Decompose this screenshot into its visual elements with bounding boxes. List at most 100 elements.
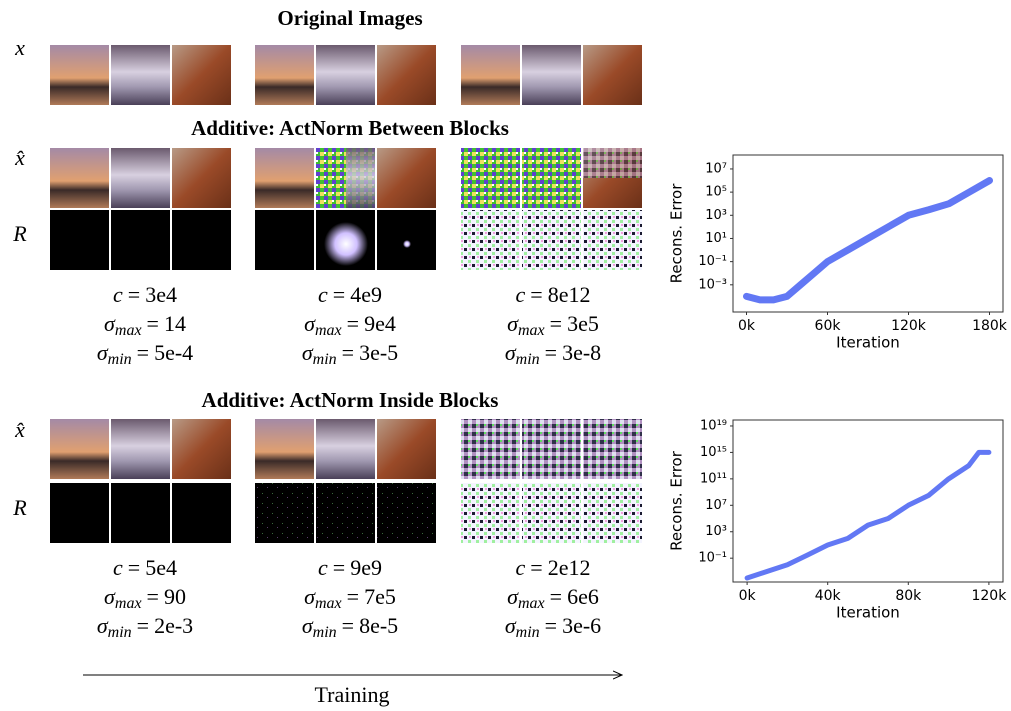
subscript: max [315,595,342,612]
y-tick-label: 10⁷ [705,498,727,513]
subscript: min [108,624,132,641]
y-tick-label: 10³ [705,208,727,223]
thumbnail [522,45,581,105]
thumbnail [255,210,314,270]
x-tick-label: 40k [815,588,842,604]
equals: = [128,282,140,307]
thumbnail [461,419,520,479]
thumbnail [377,45,436,105]
stat-value: 90 [164,584,186,609]
subscript: max [518,595,545,612]
thumbnail [522,210,581,270]
thumbnail [461,45,520,105]
stat-sigma-min: σmin=8e-5 [302,613,398,641]
x-tick-label: 60k [815,318,842,334]
thumbnail [316,483,375,543]
stat-sigma-max: σmax=14 [104,311,186,339]
x-tick-label: 180k [972,318,1008,334]
row-label: R [12,221,27,246]
subscript: max [115,595,142,612]
thumbnail [172,419,231,479]
figure: Training Original ImagesAdditive: ActNor… [0,0,1011,711]
x-tick-label: 0k [739,588,757,604]
stat-c: c=9e9 [318,555,382,580]
thumbnail [111,210,170,270]
stat-value: 8e-5 [359,613,398,638]
stat-c: c=2e12 [516,555,591,580]
stat-value: 2e12 [548,555,591,580]
thumbnail [522,419,581,479]
subscript: max [115,322,142,339]
stat-sigma-min: σmin=3e-6 [505,613,601,641]
subscript: min [313,351,337,368]
x-tick-label: 80k [895,588,922,604]
thumbnail [522,483,581,543]
stat-value: 3e-6 [562,613,601,638]
stat-sigma-max: σmax=7e5 [304,584,396,612]
stat-value: 3e5 [567,311,599,336]
symbol: c [318,282,328,307]
subscript: min [313,624,337,641]
thumbnail [50,210,109,270]
stat-value: 5e-4 [154,340,193,365]
equals: = [347,584,359,609]
stat-sigma-min: σmin=2e-3 [97,613,193,641]
stat-value: 8e12 [548,282,591,307]
row-label: x [14,35,25,60]
data-line [747,181,990,300]
thumbnail-glow [403,240,411,248]
thumbnail [377,210,436,270]
y-tick-label: 10¹⁹ [700,418,727,433]
subscript: min [108,351,132,368]
plot-frame [733,420,1003,582]
equals: = [347,311,359,336]
y-tick-label: 10¹⁵ [700,445,727,460]
thumbnail [255,148,314,208]
thumbnail [461,210,520,270]
equals: = [342,613,354,638]
chart: 10⁻³10⁻¹10¹10³10⁵10⁷0k60k120k180kIterati… [668,155,1008,352]
footer: Training [315,682,390,707]
stat-c: c=8e12 [516,282,591,307]
row-label: R [12,495,27,520]
x-tick-label: 0k [738,318,756,334]
y-tick-label: 10⁻¹ [698,551,727,566]
thumbnail [50,419,109,479]
thumbnail [111,483,170,543]
plot-frame [733,155,1003,312]
y-tick-label: 10³ [705,524,727,539]
y-axis-label: Recons. Error [668,450,686,551]
thumbnail [111,419,170,479]
thumbnail [377,419,436,479]
stat-sigma-min: σmin=5e-4 [97,340,193,368]
symbol: c [516,282,526,307]
y-tick-label: 10⁵ [705,185,727,200]
equals: = [530,282,542,307]
thumbnail [50,45,109,105]
thumbnail [255,45,314,105]
subscript: min [516,351,540,368]
thumbnail [522,148,581,208]
stat-value: 3e4 [145,282,177,307]
thumbnail [461,483,520,543]
thumbnail [583,45,642,105]
thumbnail [111,45,170,105]
stat-value: 3e-8 [562,340,601,365]
page: {"figure": { "titles": ["Original Images… [0,0,1011,711]
symbol: c [318,555,328,580]
stat-value: 9e4 [364,311,396,336]
equals: = [137,340,149,365]
thumbnail-base [346,148,375,208]
subscript: max [518,322,545,339]
y-tick-label: 10⁷ [705,161,727,176]
y-tick-label: 10⁻³ [698,277,727,292]
equals: = [550,584,562,609]
thumbnail [461,148,520,208]
thumbnail [111,148,170,208]
thumbnail [583,419,642,479]
y-tick-label: 10¹ [705,231,727,246]
thumbnail [377,148,436,208]
stat-value: 2e-3 [154,613,193,638]
thumbnail [172,210,231,270]
thumbnail-glow [324,222,368,266]
